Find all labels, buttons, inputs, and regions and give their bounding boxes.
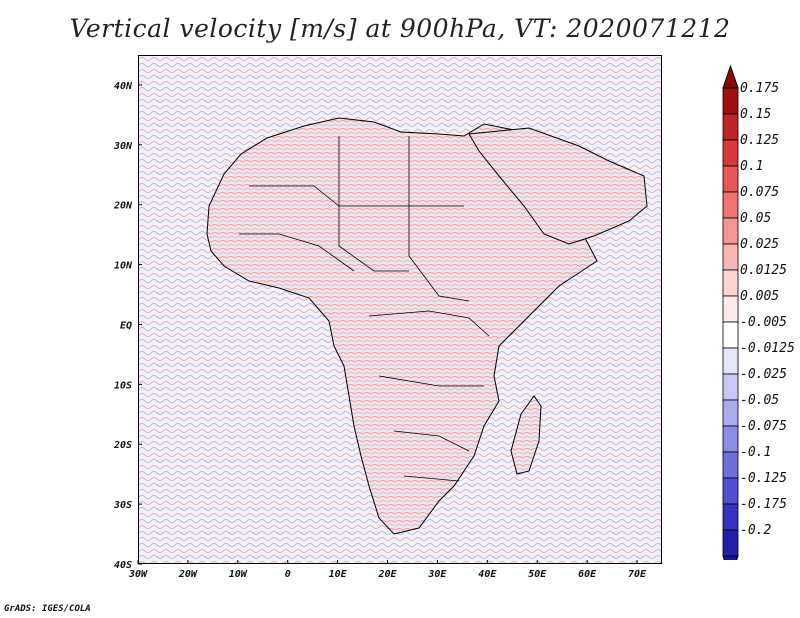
colorbar-label: -0.025 (740, 367, 787, 382)
colorbar-swatch (722, 425, 739, 453)
colorbar-label: -0.0125 (740, 341, 795, 356)
lat-tick-label: 10N (114, 261, 133, 272)
colorbar-swatch (722, 139, 739, 167)
colorbar-swatch (722, 217, 739, 245)
map-panel (138, 55, 662, 564)
colorbar-label: 0.175 (740, 81, 779, 96)
colorbar-label: -0.005 (740, 315, 787, 330)
colorbar-label: 0.15 (740, 107, 771, 122)
colorbar-swatch (722, 347, 739, 375)
lon-tick-label: 60E (578, 569, 597, 580)
colorbar-swatch (722, 269, 739, 297)
colorbar-label: -0.1 (740, 445, 771, 460)
lat-tick-label: 40S (114, 560, 132, 571)
velocity-map (139, 56, 661, 563)
colorbar-label: -0.2 (740, 523, 771, 538)
colorbar-swatch (722, 191, 739, 219)
lon-tick-label: 20E (377, 569, 397, 580)
lon-tick-label: 50E (528, 569, 547, 580)
colorbar-bottom-arrow (722, 555, 739, 560)
colorbar-swatch (722, 295, 739, 323)
lon-tick-label: 70E (628, 569, 647, 580)
lat-tick-label: 40N (114, 81, 133, 92)
colorbar-swatch (722, 243, 739, 271)
madagascar (510, 395, 542, 475)
colorbar-swatch (722, 477, 739, 505)
colorbar-swatch (722, 451, 739, 479)
colorbar-label: 0.075 (740, 185, 779, 200)
colorbar-swatch (722, 321, 739, 349)
colorbar-label: -0.075 (740, 419, 787, 434)
grads-credit: GrADS: IGES/COLA (4, 604, 91, 614)
colorbar-label: 0.1 (740, 159, 763, 174)
colorbar-swatch (722, 399, 739, 427)
country-borders (239, 136, 490, 482)
colorbar: 0.175 0.15 0.125 0.1 0.075 0.05 0.025 0.0125 0.0… (722, 64, 795, 560)
colorbar-top-arrow (722, 64, 739, 89)
colorbar-label: 0.0125 (740, 263, 787, 278)
colorbar-swatch (722, 113, 739, 141)
colorbar-swatch (722, 529, 739, 557)
lon-tick-label: 10E (329, 569, 348, 580)
lon-tick-label: 10W (229, 569, 248, 580)
lat-tick-label: 30N (113, 141, 133, 152)
colorbar-label: 0.005 (740, 289, 779, 304)
lat-tick-label: 20S (113, 440, 132, 451)
plot-title: Vertical velocity [m/s] at 900hPa, VT: 2… (69, 14, 731, 43)
lon-tick-label: 0 (285, 569, 291, 580)
colorbar-label: -0.125 (740, 471, 787, 486)
lon-tick-label: 30E (427, 569, 447, 580)
colorbar-swatch (722, 87, 739, 115)
colorbar-swatch (722, 165, 739, 193)
lon-tick-label: 20W (178, 569, 198, 580)
colorbar-label: -0.175 (740, 497, 787, 512)
lat-tick-label: EQ (120, 320, 132, 331)
lat-tick-label: 10S (114, 380, 132, 391)
africa-landmass (206, 117, 598, 535)
lon-tick-label: 30W (128, 569, 148, 580)
colorbar-label: 0.025 (740, 237, 779, 252)
colorbar-label: 0.125 (740, 133, 779, 148)
lat-tick-label: 20N (113, 201, 133, 212)
arabia-landmass (468, 127, 648, 245)
colorbar-label: -0.05 (740, 393, 779, 408)
colorbar-swatch (722, 373, 739, 401)
lon-tick-label: 40E (478, 569, 497, 580)
colorbar-label: 0.05 (740, 211, 771, 226)
lat-tick-label: 30S (113, 500, 132, 511)
colorbar-swatch (722, 503, 739, 531)
